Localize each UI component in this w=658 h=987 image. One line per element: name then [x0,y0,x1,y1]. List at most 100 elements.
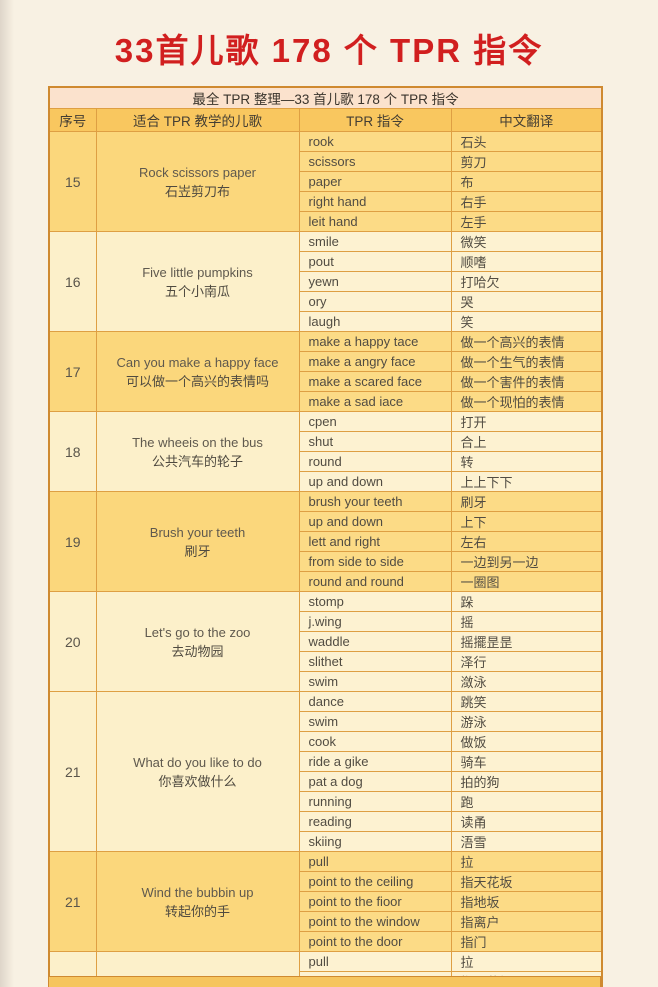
page-edge-shading [0,0,14,987]
table-row: lett and right 左右 [49,531,603,552]
translation-cell: 合上 [450,431,603,452]
tpr-command-cell: smile [298,231,452,252]
column-header-translation: 中文翻译 [450,108,603,132]
table-row: right hand 右手 [49,191,603,212]
song-title-english: Five little pumpkins [142,264,253,280]
translation-cell: 骑车 [450,751,603,772]
table-row: 18 The wheeis on the bus 公共汽车的轮子 cpen 打开 [48,411,603,492]
song-number: 19 [48,491,97,592]
translation-cell: 上上下下 [450,471,603,492]
table-row: point to the ceiling 指天花坂 [49,871,603,892]
translation-cell: 拉 [450,951,603,972]
table-row: reading 读甬 [49,811,603,832]
tpr-command-cell: leit hand [298,211,452,232]
song-title-cell: Can you make a happy face 可以做一个高兴的表情吗 [95,331,300,412]
tpr-command-cell: round [298,451,452,472]
translation-cell: 游泳 [450,711,603,732]
tpr-command-cell: skiing [298,831,452,852]
table-row: 19 Brush your teeth 刷牙 brush your teeth 刷牙 [48,491,603,592]
translation-cell: 摇 [450,611,603,632]
tpr-command-cell: cpen [298,411,452,432]
tpr-command-cell: point to the fioor [298,891,452,912]
translation-cell: 做一个现怕的表情 [450,391,603,412]
table-row: point to the door 指门 [49,931,603,952]
song-title-chinese: 转起你的手 [164,903,230,919]
translation-cell: 打哈欠 [450,271,603,292]
song-number: 20 [48,591,97,692]
table-row: 21 What do you like to do 你喜欢做什么 dance 跳笑 [48,691,603,852]
table-row: up and down 上下 [49,511,603,532]
table-row: point to the fioor 指地坂 [49,891,603,912]
tpr-command-cell: j.wing [298,611,452,632]
tpr-command-cell: cook [298,731,452,752]
table-row: laugh 笑 [49,311,603,332]
tpr-command-cell: right hand [298,191,452,212]
tpr-command-cell: pat a dog [298,771,452,792]
translation-cell: 做一个高兴的表情 [450,331,603,352]
table-caption-row: 最全 TPR 整理—33 首儿歌 178 个 TPR 指令 [48,86,603,109]
tpr-command-cell: shut [298,431,452,452]
table-row: pout 顺嗜 [49,251,603,272]
song-number: 17 [48,331,97,412]
song-title-cell: Let's go to the zoo 去动物园 [95,591,300,692]
song-title-cell: Five little pumpkins 五个小南瓜 [95,231,300,332]
translation-cell: 转 [450,451,603,472]
translation-cell: 打开 [450,411,603,432]
translation-cell: 做一个生气的表情 [450,351,603,372]
song-title-english: Let's go to the zoo [144,624,251,640]
table-row: slithet 泽行 [49,651,603,672]
tpr-command-cell: make a sad iace [298,391,452,412]
tpr-command-cell: ride a gike [298,751,452,772]
translation-cell: 指离户 [450,911,603,932]
table-caption: 最全 TPR 整理—33 首儿歌 178 个 TPR 指令 [48,86,603,109]
tpr-command-cell: swim [298,711,452,732]
table-row: paper 布 [49,171,603,192]
table-row: ride a gike 骑车 [49,751,603,772]
translation-cell: 微笑 [450,231,603,252]
translation-cell: 读甬 [450,811,603,832]
song-number: 21 [48,851,97,952]
column-header-tpr-command: TPR 指令 [298,108,452,132]
translation-cell: 笑 [450,311,603,332]
tpr-command-cell: make a angry face [298,351,452,372]
tpr-command-cell: round and round [298,571,452,592]
translation-cell: 刷牙 [450,491,603,512]
tpr-command-cell: make a scared face [298,371,452,392]
column-header-number: 序号 [48,108,97,132]
tpr-commands-table: 最全 TPR 整理—33 首儿歌 178 个 TPR 指令 序号 适合 TPR … [48,86,604,987]
table-row: yewn 打哈欠 [49,271,603,292]
song-title-cell: Wind the bubbin up 转起你的手 [95,851,300,952]
table-row: 16 Five little pumpkins 五个小南瓜 smile 微笑 [48,231,603,332]
tpr-command-cell: pull [298,851,452,872]
translation-cell: 跑 [450,791,603,812]
translation-cell: 左手 [450,211,603,232]
table-row: j.wing 摇 [49,611,603,632]
song-title-chinese: 可以做一个高兴的表情吗 [125,373,269,389]
table-row: 15 Rock scissors paper 石岦剪刀布 rook 石头 [48,131,603,232]
tpr-command-cell: yewn [298,271,452,292]
tpr-command-cell: running [298,791,452,812]
translation-cell: 左右 [450,531,603,552]
column-header-song: 适合 TPR 教学的儿歌 [95,108,300,132]
tpr-command-cell: make a happy tace [298,331,452,352]
song-title-chinese: 你喜欢做什么 [158,773,237,789]
tpr-command-cell: reading [298,811,452,832]
song-title-cell: What do you like to do 你喜欢做什么 [95,691,300,852]
tpr-command-cell: pull [298,951,452,972]
table-row: round 转 [49,451,603,472]
tpr-command-cell: scissors [298,151,452,172]
table-body: 15 Rock scissors paper 石岦剪刀布 rook 石头 scissors… [48,131,603,987]
tpr-command-cell: point to the ceiling [298,871,452,892]
translation-cell: 剪刀 [450,151,603,172]
table-row: scissors 剪刀 [49,151,603,172]
tpr-command-cell: point to the door [298,931,452,952]
table-row: 17 Can you make a happy face 可以做一个高兴的表情吗 ma… [48,331,603,412]
song-title-english: Can you make a happy face [116,354,279,370]
translation-cell: 泽行 [450,651,603,672]
song-number: 15 [48,131,97,232]
tpr-command-cell: rook [298,131,452,152]
table-row: 22Ricd do you like zoo转起你的手pull拉 [48,951,603,987]
song-title-cell: Brush your teeth 刷牙 [95,491,300,592]
tpr-command-cell: laugh [298,311,452,332]
song-title-chinese: 去动物园 [171,643,224,659]
